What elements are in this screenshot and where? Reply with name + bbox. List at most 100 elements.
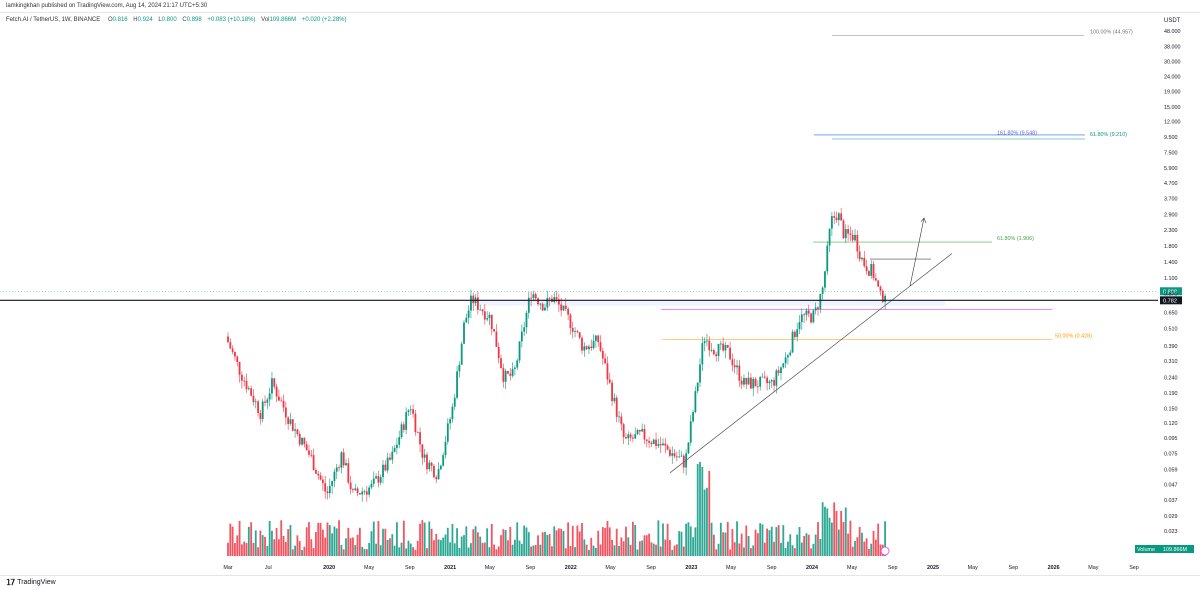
candle-body bbox=[240, 374, 243, 381]
volume-bar bbox=[391, 534, 394, 556]
candle-body bbox=[433, 465, 435, 478]
volume-bar bbox=[479, 536, 482, 556]
candle-body bbox=[257, 401, 259, 413]
candle-body bbox=[465, 317, 468, 323]
volume-bar bbox=[689, 526, 692, 556]
volume-bar bbox=[659, 546, 662, 556]
volume-bar bbox=[291, 549, 294, 556]
candle-body bbox=[835, 217, 838, 221]
volume-bar bbox=[412, 547, 415, 556]
candle-body bbox=[409, 409, 412, 411]
volume-bar bbox=[502, 529, 505, 556]
y-tick-label: 38.000 bbox=[1164, 44, 1181, 50]
candle-body bbox=[590, 346, 593, 349]
volume-bar bbox=[696, 464, 699, 556]
candle-body bbox=[472, 295, 475, 304]
time-axis: Mar Jul 2020 May Sep 2021 May Sep 2022 May Sep 2023… bbox=[223, 565, 1138, 571]
candle-body bbox=[733, 365, 736, 368]
volume-bar bbox=[266, 546, 269, 556]
candle-body bbox=[419, 432, 421, 445]
volume-bar bbox=[465, 526, 468, 556]
candle-body bbox=[854, 234, 856, 241]
candle-body bbox=[370, 483, 373, 488]
candle-body bbox=[548, 298, 551, 299]
candle-body bbox=[379, 477, 382, 483]
volume-bar bbox=[315, 531, 317, 556]
candle-body bbox=[402, 424, 405, 430]
volume-bar bbox=[662, 523, 664, 556]
volume-bar bbox=[504, 530, 507, 556]
volume-name-label: Volume bbox=[1137, 547, 1155, 553]
volume-bar bbox=[257, 547, 259, 556]
candle-body bbox=[305, 444, 308, 451]
candle-body bbox=[460, 343, 463, 365]
volume-bar bbox=[231, 526, 234, 556]
volume-bar bbox=[407, 540, 410, 556]
candle-body bbox=[507, 370, 509, 374]
candle-body bbox=[280, 400, 283, 402]
candle-body bbox=[750, 377, 752, 389]
y-tick-label: 2.300 bbox=[1164, 228, 1178, 234]
volume-value-label: 109.866M bbox=[1163, 547, 1187, 553]
volume-bar bbox=[578, 531, 581, 556]
current-price-tag bbox=[1160, 287, 1182, 296]
candle-body bbox=[451, 406, 454, 420]
volume-bar bbox=[722, 532, 725, 556]
candle-body bbox=[458, 364, 461, 372]
candle-body bbox=[523, 327, 526, 332]
volume-bar bbox=[518, 540, 521, 556]
candle-body bbox=[625, 437, 627, 439]
volume-bar bbox=[296, 535, 299, 556]
volume-bar bbox=[770, 526, 773, 556]
candle-body bbox=[648, 440, 651, 443]
volume-bar bbox=[372, 521, 375, 556]
volume-bar bbox=[284, 542, 287, 556]
candle-body bbox=[759, 376, 762, 387]
candle-body bbox=[745, 377, 748, 385]
volume-bar bbox=[613, 545, 616, 556]
volume-bar bbox=[590, 537, 593, 556]
candle-body bbox=[555, 297, 558, 300]
volume-bar bbox=[814, 534, 817, 556]
candle-body bbox=[766, 377, 769, 384]
candle-body bbox=[375, 476, 377, 479]
candle-body bbox=[687, 442, 690, 454]
volume-bar bbox=[851, 546, 854, 556]
volume-bar bbox=[726, 521, 729, 556]
volume-bar bbox=[643, 535, 646, 556]
candle-body bbox=[817, 307, 819, 310]
y-tick-label: 3.700 bbox=[1164, 197, 1178, 203]
volume-bar bbox=[486, 528, 489, 556]
volume-bar bbox=[733, 542, 736, 556]
candle-body bbox=[361, 491, 364, 495]
candle-body bbox=[673, 453, 676, 457]
candle-body bbox=[400, 424, 403, 438]
candle-body bbox=[486, 318, 489, 320]
volume-bar bbox=[576, 525, 579, 556]
candle-body bbox=[629, 434, 632, 438]
volume-bar bbox=[278, 539, 280, 556]
candle-body bbox=[493, 328, 495, 332]
x-tick-label: Sep bbox=[1129, 565, 1139, 571]
volume-bar bbox=[347, 527, 350, 556]
volume-bar bbox=[497, 546, 500, 556]
y-tick-label: 0.510 bbox=[1164, 326, 1178, 332]
candle-body bbox=[386, 457, 389, 471]
candle-body bbox=[837, 213, 840, 221]
candle-body bbox=[777, 370, 780, 374]
volume-bar bbox=[828, 517, 831, 556]
volume-bar bbox=[754, 529, 757, 556]
candle-body bbox=[483, 311, 486, 320]
volume-bar bbox=[527, 532, 530, 556]
x-tick-label: May bbox=[847, 565, 857, 571]
volume-bar bbox=[530, 546, 533, 556]
candle-body bbox=[782, 363, 785, 368]
x-tick-label: Mar bbox=[223, 565, 232, 571]
volume-bar bbox=[736, 521, 738, 556]
candle-body bbox=[884, 295, 887, 302]
candle-body bbox=[398, 437, 401, 445]
candle-body bbox=[784, 357, 787, 364]
candle-body bbox=[377, 476, 380, 483]
x-tick-label: Sep bbox=[405, 565, 415, 571]
